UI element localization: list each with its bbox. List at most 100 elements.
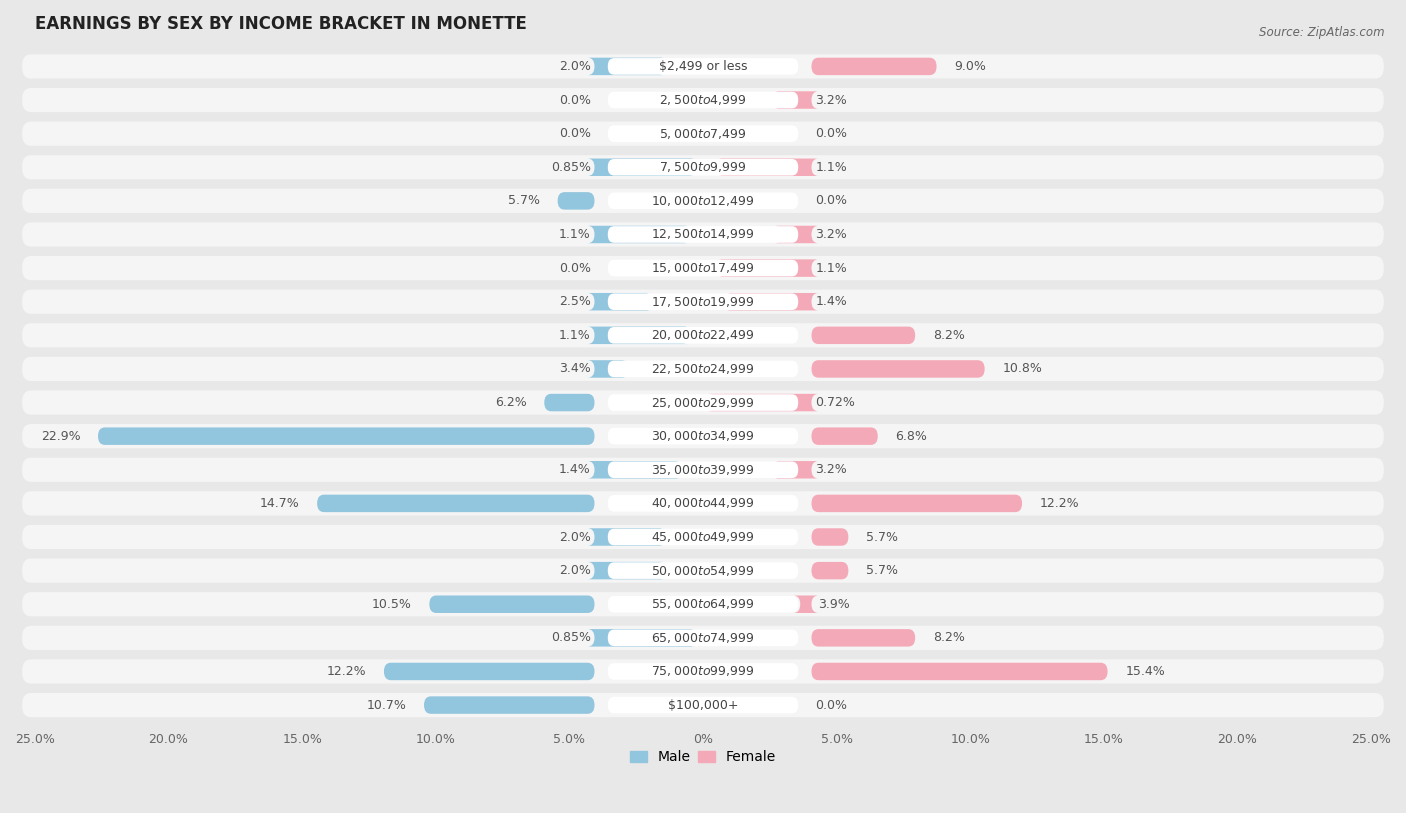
FancyBboxPatch shape [22, 592, 1384, 616]
FancyBboxPatch shape [775, 226, 818, 243]
FancyBboxPatch shape [607, 260, 799, 276]
Text: 0.0%: 0.0% [815, 698, 848, 711]
FancyBboxPatch shape [775, 461, 818, 479]
FancyBboxPatch shape [607, 327, 799, 344]
FancyBboxPatch shape [22, 289, 1384, 314]
Text: 1.1%: 1.1% [560, 228, 591, 241]
Text: 2.0%: 2.0% [560, 60, 591, 73]
FancyBboxPatch shape [811, 629, 915, 646]
Text: 1.1%: 1.1% [815, 161, 846, 174]
FancyBboxPatch shape [98, 428, 595, 445]
Text: $35,000 to $39,999: $35,000 to $39,999 [651, 463, 755, 476]
Text: 12.2%: 12.2% [326, 665, 367, 678]
FancyBboxPatch shape [588, 58, 664, 75]
Text: $25,000 to $29,999: $25,000 to $29,999 [651, 396, 755, 410]
FancyBboxPatch shape [709, 393, 818, 411]
FancyBboxPatch shape [384, 663, 595, 680]
Text: $17,500 to $19,999: $17,500 to $19,999 [651, 295, 755, 309]
FancyBboxPatch shape [22, 659, 1384, 684]
FancyBboxPatch shape [22, 54, 1384, 79]
Text: 1.4%: 1.4% [815, 295, 846, 308]
Text: 5.7%: 5.7% [866, 531, 898, 544]
Text: $2,500 to $4,999: $2,500 to $4,999 [659, 93, 747, 107]
Text: 2.0%: 2.0% [560, 564, 591, 577]
Text: $2,499 or less: $2,499 or less [659, 60, 747, 73]
Text: 12.2%: 12.2% [1039, 497, 1080, 510]
Text: 1.1%: 1.1% [815, 262, 846, 275]
FancyBboxPatch shape [588, 293, 650, 311]
FancyBboxPatch shape [22, 491, 1384, 515]
FancyBboxPatch shape [22, 559, 1384, 583]
Text: 0.0%: 0.0% [558, 93, 591, 107]
FancyBboxPatch shape [607, 697, 799, 713]
FancyBboxPatch shape [22, 88, 1384, 112]
Text: 1.4%: 1.4% [560, 463, 591, 476]
Text: 2.0%: 2.0% [560, 531, 591, 544]
Text: $45,000 to $49,999: $45,000 to $49,999 [651, 530, 755, 544]
FancyBboxPatch shape [811, 562, 848, 580]
Text: $40,000 to $44,999: $40,000 to $44,999 [651, 497, 755, 511]
FancyBboxPatch shape [22, 324, 1384, 347]
FancyBboxPatch shape [544, 393, 595, 411]
FancyBboxPatch shape [607, 293, 799, 310]
FancyBboxPatch shape [22, 155, 1384, 180]
Text: 6.8%: 6.8% [896, 429, 928, 442]
FancyBboxPatch shape [22, 256, 1384, 280]
FancyBboxPatch shape [811, 360, 984, 378]
FancyBboxPatch shape [607, 462, 799, 478]
Legend: Male, Female: Male, Female [624, 745, 782, 770]
Text: 10.7%: 10.7% [367, 698, 406, 711]
Text: $20,000 to $22,499: $20,000 to $22,499 [651, 328, 755, 342]
FancyBboxPatch shape [811, 428, 877, 445]
Text: $65,000 to $74,999: $65,000 to $74,999 [651, 631, 755, 645]
Text: $55,000 to $64,999: $55,000 to $64,999 [651, 598, 755, 611]
Text: 6.2%: 6.2% [495, 396, 527, 409]
Text: 3.4%: 3.4% [560, 363, 591, 376]
FancyBboxPatch shape [588, 327, 688, 344]
FancyBboxPatch shape [727, 293, 818, 311]
FancyBboxPatch shape [318, 494, 595, 512]
FancyBboxPatch shape [22, 122, 1384, 146]
FancyBboxPatch shape [607, 92, 799, 108]
FancyBboxPatch shape [811, 528, 848, 546]
FancyBboxPatch shape [588, 461, 679, 479]
FancyBboxPatch shape [811, 494, 1022, 512]
FancyBboxPatch shape [607, 428, 799, 445]
Text: $10,000 to $12,499: $10,000 to $12,499 [651, 193, 755, 208]
FancyBboxPatch shape [558, 192, 595, 210]
Text: 3.2%: 3.2% [815, 463, 846, 476]
FancyBboxPatch shape [588, 360, 626, 378]
FancyBboxPatch shape [607, 495, 799, 511]
Text: $5,000 to $7,499: $5,000 to $7,499 [659, 127, 747, 141]
Text: 0.0%: 0.0% [815, 194, 848, 207]
Text: 3.2%: 3.2% [815, 93, 846, 107]
FancyBboxPatch shape [607, 596, 799, 612]
Text: 0.0%: 0.0% [558, 262, 591, 275]
FancyBboxPatch shape [22, 424, 1384, 448]
FancyBboxPatch shape [607, 361, 799, 377]
FancyBboxPatch shape [22, 626, 1384, 650]
FancyBboxPatch shape [607, 528, 799, 546]
FancyBboxPatch shape [607, 629, 799, 646]
FancyBboxPatch shape [718, 259, 818, 277]
Text: 14.7%: 14.7% [260, 497, 299, 510]
Text: 5.7%: 5.7% [866, 564, 898, 577]
Text: $22,500 to $24,999: $22,500 to $24,999 [651, 362, 755, 376]
Text: 0.72%: 0.72% [815, 396, 855, 409]
FancyBboxPatch shape [22, 693, 1384, 717]
FancyBboxPatch shape [607, 563, 799, 579]
Text: 10.5%: 10.5% [371, 598, 412, 611]
FancyBboxPatch shape [22, 189, 1384, 213]
Text: $30,000 to $34,999: $30,000 to $34,999 [651, 429, 755, 443]
Text: 0.0%: 0.0% [815, 127, 848, 140]
FancyBboxPatch shape [22, 525, 1384, 549]
Text: $100,000+: $100,000+ [668, 698, 738, 711]
FancyBboxPatch shape [607, 394, 799, 411]
Text: 22.9%: 22.9% [41, 429, 80, 442]
FancyBboxPatch shape [793, 595, 818, 613]
Text: 0.0%: 0.0% [558, 127, 591, 140]
FancyBboxPatch shape [607, 226, 799, 243]
FancyBboxPatch shape [775, 91, 818, 109]
Text: $12,500 to $14,999: $12,500 to $14,999 [651, 228, 755, 241]
FancyBboxPatch shape [22, 458, 1384, 482]
